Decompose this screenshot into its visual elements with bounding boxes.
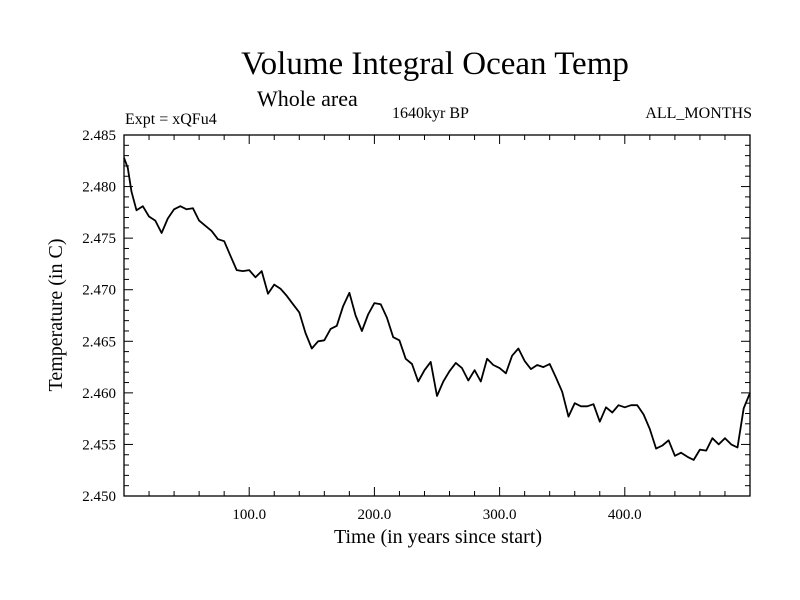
plot-frame bbox=[123, 134, 751, 497]
y-tick-label: 2.480 bbox=[82, 180, 116, 196]
y-tick-label: 2.455 bbox=[82, 437, 116, 453]
chart-subtitle: Whole area bbox=[257, 86, 358, 111]
y-tick-label: 2.475 bbox=[82, 231, 116, 247]
x-tick-label: 300.0 bbox=[483, 507, 517, 523]
x-tick-label: 100.0 bbox=[232, 507, 266, 523]
y-tick-label: 2.485 bbox=[82, 128, 116, 144]
x-axis: 100.0 200.0 300.0 400.0 bbox=[148, 135, 726, 523]
x-axis-label: Time (in years since start) bbox=[334, 526, 542, 548]
x-tick-label: 200.0 bbox=[358, 507, 392, 523]
y-tick-label: 2.465 bbox=[82, 334, 116, 350]
y-tick-label: 2.450 bbox=[82, 489, 116, 505]
chart-title: Volume Integral Ocean Temp bbox=[241, 46, 629, 82]
y-tick-label: 2.460 bbox=[82, 386, 116, 402]
y-axis-label: Temperature (in C) bbox=[45, 239, 67, 392]
experiment-label: Expt = xQFu4 bbox=[125, 111, 217, 128]
months-label: ALL_MONTHS bbox=[645, 105, 752, 122]
series-line bbox=[123, 157, 751, 461]
y-axis: 2.450 2.455 2.460 2.465 2.470 2.475 2.480 2.485 bbox=[82, 128, 750, 505]
y-tick-label: 2.470 bbox=[82, 283, 116, 299]
x-tick-label: 400.0 bbox=[608, 507, 642, 523]
period-label: 1640kyr BP bbox=[392, 105, 469, 122]
